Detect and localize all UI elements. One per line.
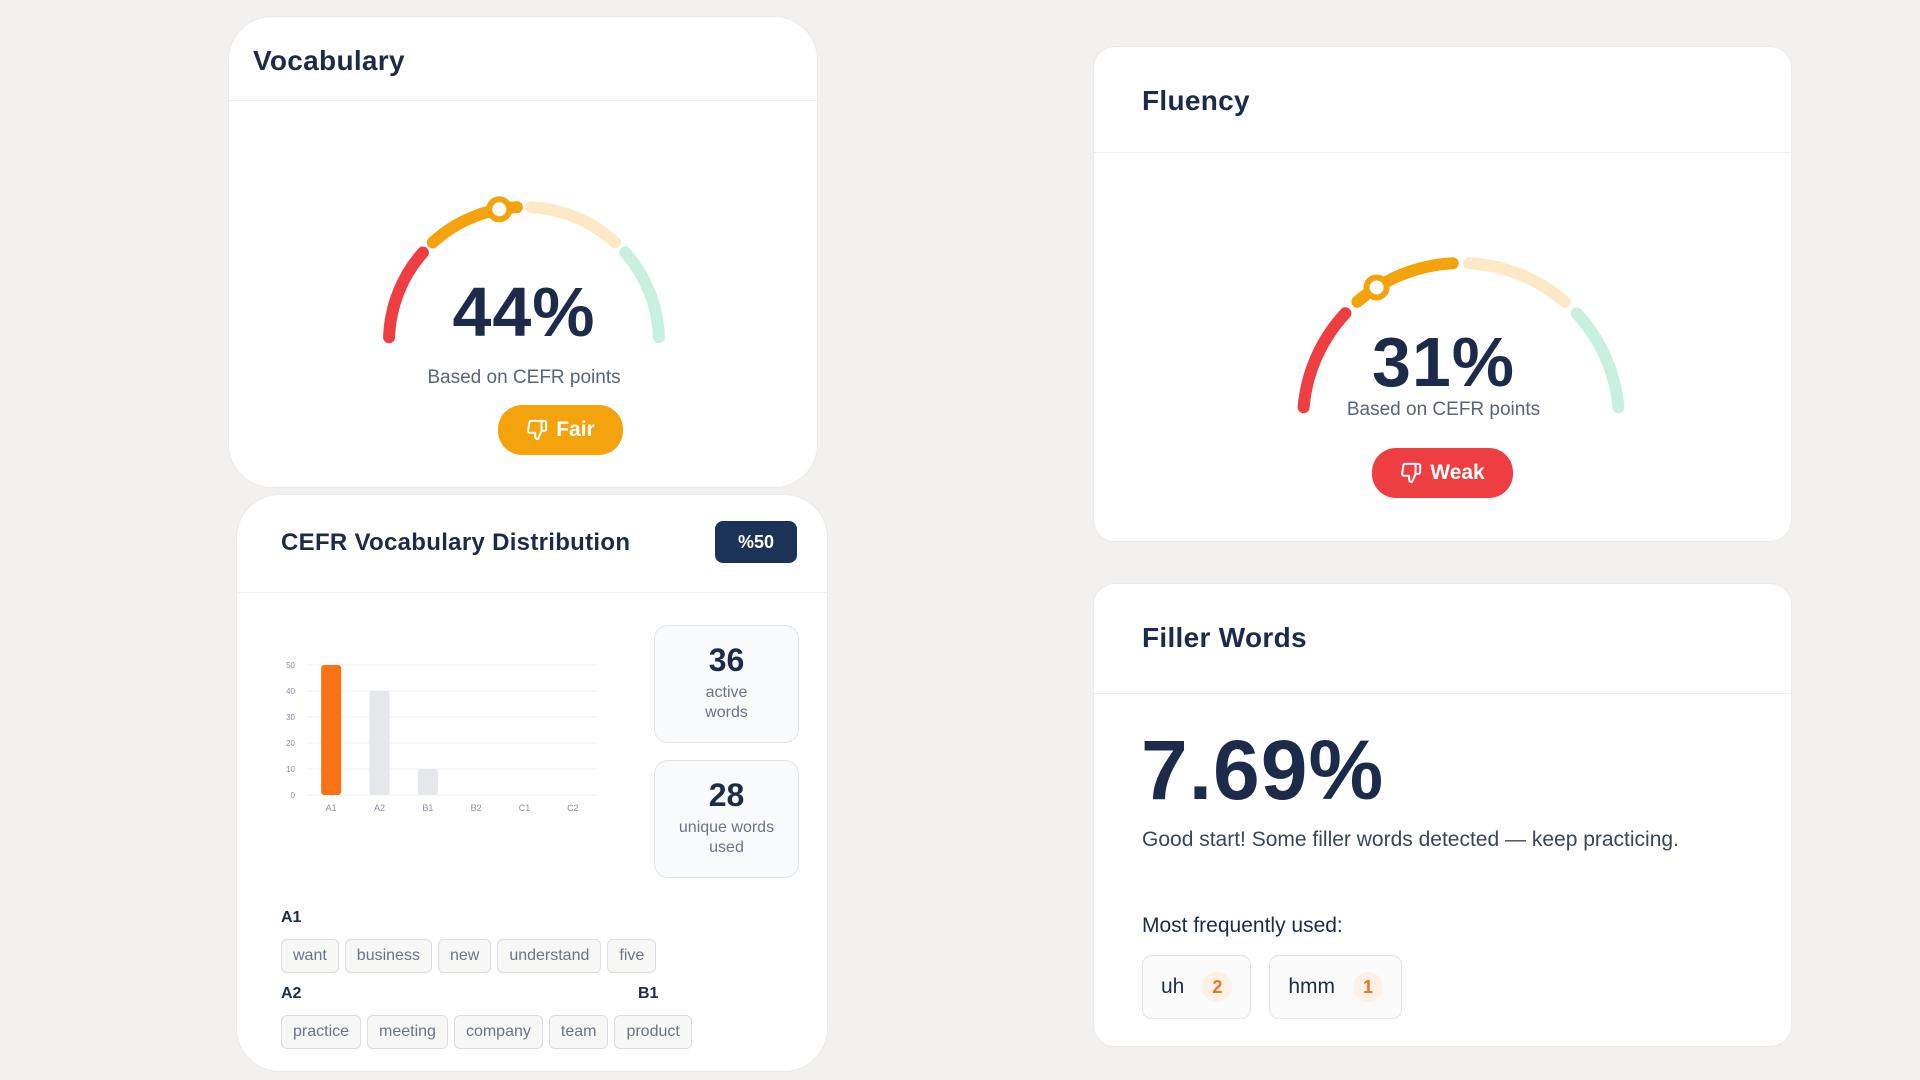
active-words-count: 36 xyxy=(708,642,745,678)
y-tick-label: 0 xyxy=(291,791,296,800)
gauge-segment xyxy=(1297,307,1352,414)
thumbs-down-icon xyxy=(526,419,548,441)
word-chip: understand xyxy=(497,939,602,973)
fluency-score: 31% xyxy=(1371,323,1516,401)
y-tick-label: 40 xyxy=(286,687,295,696)
filler-card-header: Filler Words xyxy=(1094,584,1791,694)
filler-word-chip: uh 2 xyxy=(1142,955,1252,1019)
vocabulary-card-header: Vocabulary xyxy=(229,17,817,101)
chart-bar xyxy=(417,769,438,795)
fluency-title: Fluency xyxy=(1142,85,1250,116)
vocabulary-score: 44% xyxy=(452,273,596,351)
filler-word-chip: hmm 1 xyxy=(1269,955,1403,1019)
unique-words-count: 28 xyxy=(708,777,745,813)
filler-word: uh xyxy=(1161,975,1185,998)
word-chip: new xyxy=(437,939,492,973)
filler-title: Filler Words xyxy=(1142,622,1307,653)
level-label-a1: A1 xyxy=(281,909,302,926)
cefr-percent-badge: %50 xyxy=(715,521,797,563)
vocabulary-rating-badge: Fair xyxy=(498,405,623,455)
y-tick-label: 20 xyxy=(286,739,295,748)
word-chip: product xyxy=(614,1015,692,1049)
a1-word-chips: want business new understand five xyxy=(281,939,657,973)
level-label-a2: A2 xyxy=(281,985,302,1002)
word-chip: meeting xyxy=(367,1015,448,1049)
vocabulary-gauge xyxy=(383,196,665,344)
x-tick-label: A2 xyxy=(374,803,385,813)
vocabulary-subtitle: Based on CEFR points xyxy=(427,367,621,388)
vocabulary-title: Vocabulary xyxy=(253,45,405,76)
a2-word-chips: practice meeting company team product xyxy=(281,1015,692,1049)
gauge-marker xyxy=(1363,274,1390,301)
unique-words-stat: 28 unique words used xyxy=(654,760,799,878)
filler-word: hmm xyxy=(1288,975,1336,998)
active-words-stat: 36 active words xyxy=(654,625,799,743)
word-chip: company xyxy=(453,1015,543,1049)
gauge-segment xyxy=(1570,307,1625,414)
x-tick-label: C2 xyxy=(567,803,579,813)
filler-words-card: Filler Words 7.69% Good start! Some fill… xyxy=(1093,583,1792,1047)
thumbs-down-icon xyxy=(1400,462,1422,484)
word-chip: five xyxy=(607,939,657,973)
cefr-title: CEFR Vocabulary Distribution xyxy=(281,529,631,556)
word-chip: practice xyxy=(281,1015,362,1049)
fluency-card-header: Fluency xyxy=(1094,47,1791,153)
active-words-label: active words xyxy=(705,684,748,721)
x-tick-label: C1 xyxy=(519,803,531,813)
cefr-bar-chart: 0 10 20 30 40 50 A1 A2 B1 B2 C1 C2 xyxy=(286,661,597,813)
y-tick-label: 30 xyxy=(286,713,295,722)
filler-word-count: 1 xyxy=(1353,972,1384,1002)
fluency-subtitle: Based on CEFR points xyxy=(1346,399,1541,420)
gauge-segment xyxy=(525,201,622,249)
level-label-b1: B1 xyxy=(638,985,659,1002)
filler-word-count: 2 xyxy=(1202,972,1233,1002)
x-tick-label: A1 xyxy=(326,803,337,813)
unique-words-label: unique words used xyxy=(678,819,775,856)
gauge-segment xyxy=(383,246,429,344)
y-tick-label: 50 xyxy=(286,661,295,670)
filler-percentage: 7.69% xyxy=(1141,723,1385,817)
most-frequent-label: Most frequently used: xyxy=(1142,914,1343,937)
chart-bar xyxy=(369,691,390,795)
fluency-card: Fluency 31% Based on CEFR points Weak xyxy=(1093,46,1792,542)
cefr-card-header: CEFR Vocabulary Distribution %50 xyxy=(237,495,827,593)
vocabulary-rating-label: Fair xyxy=(556,418,595,441)
word-chip: team xyxy=(548,1015,609,1049)
y-tick-label: 10 xyxy=(286,765,295,774)
gauge-segment xyxy=(1463,257,1571,308)
word-chip: business xyxy=(344,939,432,973)
chart-bar xyxy=(321,665,342,795)
word-chip: want xyxy=(281,939,339,973)
gauge-marker xyxy=(486,196,513,223)
filler-message: Good start! Some filler words detected —… xyxy=(1142,828,1679,851)
fluency-rating-label: Weak xyxy=(1430,461,1485,484)
gauge-segment xyxy=(619,246,665,344)
cefr-distribution-card: CEFR Vocabulary Distribution %50 0 10 20 30… xyxy=(236,494,828,1072)
x-tick-label: B1 xyxy=(422,803,433,813)
vocabulary-card: Vocabulary 44% Based on CEFR points Fair xyxy=(228,16,818,488)
filler-word-list: uh 2 hmm 1 xyxy=(1142,955,1403,1019)
x-tick-label: B2 xyxy=(471,803,482,813)
fluency-gauge xyxy=(1297,257,1625,414)
fluency-rating-badge: Weak xyxy=(1372,448,1513,498)
